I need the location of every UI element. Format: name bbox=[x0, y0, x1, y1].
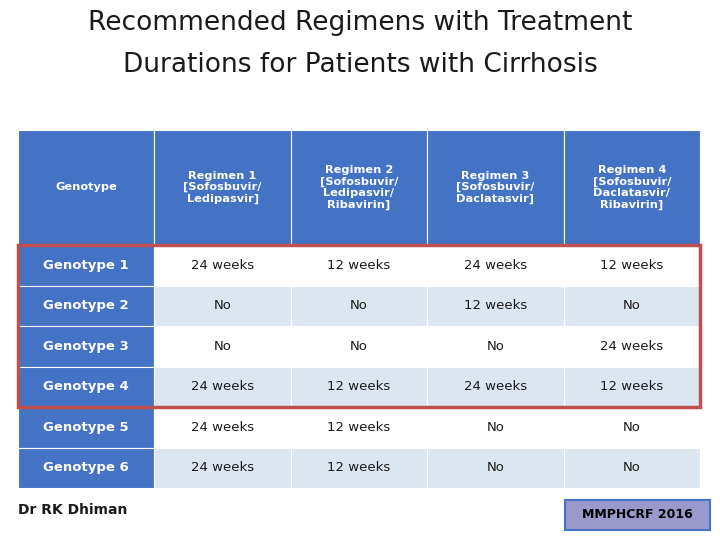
Bar bbox=[564, 367, 700, 407]
Text: Genotype 3: Genotype 3 bbox=[43, 340, 129, 353]
Bar bbox=[18, 407, 154, 448]
Text: No: No bbox=[623, 421, 641, 434]
Text: 24 weeks: 24 weeks bbox=[464, 380, 527, 393]
Bar bbox=[154, 245, 291, 286]
Bar bbox=[18, 286, 154, 326]
Bar bbox=[291, 286, 427, 326]
Text: No: No bbox=[623, 299, 641, 312]
Text: 24 weeks: 24 weeks bbox=[191, 461, 254, 474]
Text: Regimen 3
[Sofosbuvir/
Daclatasvir]: Regimen 3 [Sofosbuvir/ Daclatasvir] bbox=[456, 171, 534, 204]
Bar bbox=[564, 326, 700, 367]
Text: Durations for Patients with Cirrhosis: Durations for Patients with Cirrhosis bbox=[122, 52, 598, 78]
Bar bbox=[427, 286, 564, 326]
Text: 12 weeks: 12 weeks bbox=[600, 380, 663, 393]
Bar bbox=[154, 130, 291, 245]
Text: No: No bbox=[487, 421, 504, 434]
Bar bbox=[427, 326, 564, 367]
Bar bbox=[427, 367, 564, 407]
Text: Genotype 1: Genotype 1 bbox=[43, 259, 129, 272]
Text: No: No bbox=[623, 461, 641, 474]
Bar bbox=[18, 326, 154, 367]
Bar bbox=[291, 448, 427, 488]
Text: 24 weeks: 24 weeks bbox=[464, 259, 527, 272]
Text: 12 weeks: 12 weeks bbox=[328, 461, 391, 474]
Text: Genotype 4: Genotype 4 bbox=[43, 380, 129, 393]
Text: 12 weeks: 12 weeks bbox=[328, 259, 391, 272]
Text: 24 weeks: 24 weeks bbox=[191, 259, 254, 272]
Text: No: No bbox=[350, 299, 368, 312]
Bar bbox=[18, 367, 154, 407]
Bar bbox=[154, 407, 291, 448]
Bar bbox=[427, 245, 564, 286]
Bar bbox=[154, 367, 291, 407]
Bar bbox=[564, 448, 700, 488]
Text: No: No bbox=[214, 299, 232, 312]
Bar bbox=[427, 407, 564, 448]
Bar bbox=[564, 286, 700, 326]
Text: Genotype 6: Genotype 6 bbox=[43, 461, 129, 474]
Bar bbox=[18, 448, 154, 488]
Bar bbox=[427, 448, 564, 488]
Text: 12 weeks: 12 weeks bbox=[328, 380, 391, 393]
Bar bbox=[154, 286, 291, 326]
Text: 12 weeks: 12 weeks bbox=[464, 299, 527, 312]
Text: Genotype 2: Genotype 2 bbox=[43, 299, 129, 312]
Text: 24 weeks: 24 weeks bbox=[191, 421, 254, 434]
Text: Regimen 4
[Sofosbuvir/
Daclatasvir/
Ribavirin]: Regimen 4 [Sofosbuvir/ Daclatasvir/ Riba… bbox=[593, 165, 671, 210]
Bar bbox=[18, 245, 154, 286]
Text: Genotype 5: Genotype 5 bbox=[43, 421, 129, 434]
Bar bbox=[154, 448, 291, 488]
Bar bbox=[427, 130, 564, 245]
Text: 24 weeks: 24 weeks bbox=[191, 380, 254, 393]
Bar bbox=[291, 326, 427, 367]
Text: Regimen 2
[Sofosbuvir/
Ledipasvir/
Ribavirin]: Regimen 2 [Sofosbuvir/ Ledipasvir/ Ribav… bbox=[320, 165, 398, 210]
Bar bbox=[18, 245, 700, 407]
Text: MMPHCRF 2016: MMPHCRF 2016 bbox=[582, 509, 693, 522]
Bar bbox=[291, 130, 427, 245]
Text: 12 weeks: 12 weeks bbox=[600, 259, 663, 272]
Bar bbox=[565, 500, 710, 530]
Text: Genotype: Genotype bbox=[55, 183, 117, 192]
Text: No: No bbox=[214, 340, 232, 353]
Text: 12 weeks: 12 weeks bbox=[328, 421, 391, 434]
Text: Regimen 1
[Sofosbuvir/
Ledipasvir]: Regimen 1 [Sofosbuvir/ Ledipasvir] bbox=[184, 171, 262, 204]
Text: 24 weeks: 24 weeks bbox=[600, 340, 663, 353]
Bar bbox=[291, 245, 427, 286]
Bar bbox=[564, 130, 700, 245]
Bar bbox=[564, 407, 700, 448]
Bar bbox=[291, 367, 427, 407]
Text: No: No bbox=[350, 340, 368, 353]
Bar bbox=[291, 407, 427, 448]
Text: No: No bbox=[487, 461, 504, 474]
Text: Dr RK Dhiman: Dr RK Dhiman bbox=[18, 503, 127, 517]
Bar bbox=[564, 245, 700, 286]
Bar bbox=[154, 326, 291, 367]
Bar bbox=[18, 130, 154, 245]
Text: No: No bbox=[487, 340, 504, 353]
Text: Recommended Regimens with Treatment: Recommended Regimens with Treatment bbox=[88, 10, 632, 36]
